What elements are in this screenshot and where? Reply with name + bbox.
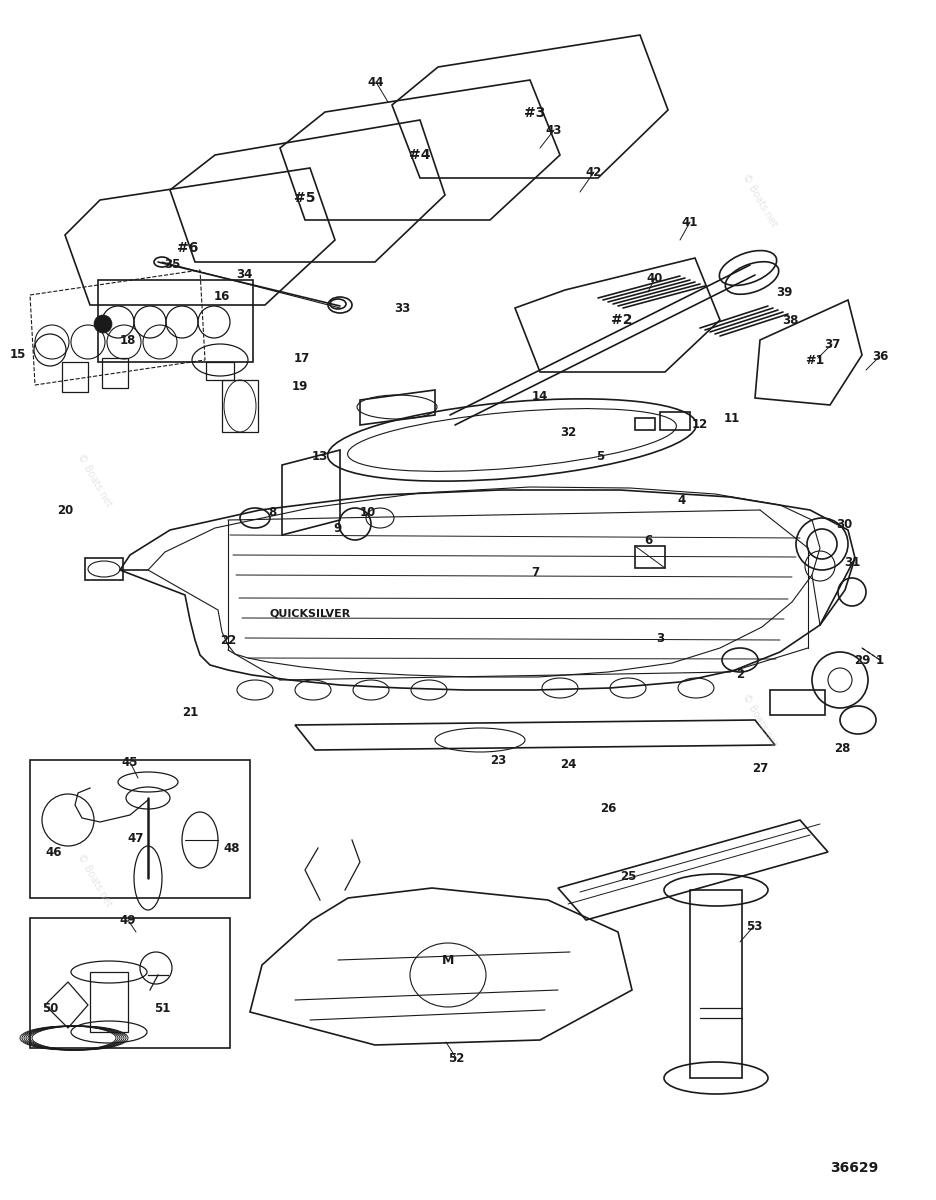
Text: #2: #2 xyxy=(611,313,633,326)
Text: #3: #3 xyxy=(524,106,546,120)
Text: 13: 13 xyxy=(312,450,329,462)
Text: 28: 28 xyxy=(834,742,850,755)
Text: 5: 5 xyxy=(596,450,604,462)
Text: 43: 43 xyxy=(546,124,563,137)
Text: #6: #6 xyxy=(177,241,198,254)
Text: 9: 9 xyxy=(334,522,343,534)
Text: 52: 52 xyxy=(447,1051,464,1064)
Text: 1: 1 xyxy=(876,654,885,666)
Text: 32: 32 xyxy=(560,426,577,438)
Text: 11: 11 xyxy=(724,412,740,425)
Text: 30: 30 xyxy=(836,517,852,530)
Bar xyxy=(770,690,825,715)
Text: 22: 22 xyxy=(220,634,236,647)
Text: 10: 10 xyxy=(359,505,376,518)
Text: 35: 35 xyxy=(164,258,181,270)
Text: 3: 3 xyxy=(656,631,664,644)
Text: 8: 8 xyxy=(268,505,276,518)
Bar xyxy=(90,972,128,1032)
Text: © Boats.net: © Boats.net xyxy=(740,172,780,228)
Text: 25: 25 xyxy=(620,870,636,882)
Bar xyxy=(222,380,258,432)
Text: 46: 46 xyxy=(46,846,63,858)
Text: 36629: 36629 xyxy=(829,1162,878,1175)
Text: 15: 15 xyxy=(9,348,26,361)
Text: 39: 39 xyxy=(776,286,792,299)
Text: 16: 16 xyxy=(213,289,230,302)
Text: 18: 18 xyxy=(120,334,136,347)
Text: 21: 21 xyxy=(182,706,198,719)
Text: 33: 33 xyxy=(394,301,410,314)
Text: 17: 17 xyxy=(294,352,310,365)
Text: 31: 31 xyxy=(844,556,860,569)
Bar xyxy=(85,558,123,580)
Bar xyxy=(62,362,88,392)
Text: 44: 44 xyxy=(368,76,385,89)
Bar xyxy=(98,280,253,362)
Bar xyxy=(30,760,250,898)
Text: 27: 27 xyxy=(752,762,768,774)
Text: 47: 47 xyxy=(128,832,144,845)
Text: © Boats.net: © Boats.net xyxy=(76,451,114,509)
Text: 41: 41 xyxy=(681,216,698,228)
Text: 49: 49 xyxy=(120,913,137,926)
Text: 24: 24 xyxy=(560,757,577,770)
Text: © Boats.net: © Boats.net xyxy=(76,852,114,908)
Text: #4: #4 xyxy=(409,148,431,162)
Text: #5: #5 xyxy=(294,191,315,205)
Text: 26: 26 xyxy=(600,802,616,815)
Bar xyxy=(660,412,690,430)
Bar xyxy=(690,890,742,1078)
Text: 48: 48 xyxy=(224,841,241,854)
Text: 34: 34 xyxy=(236,268,252,281)
Bar xyxy=(102,358,128,388)
Text: 36: 36 xyxy=(871,349,888,362)
Text: 42: 42 xyxy=(586,166,602,179)
Text: M: M xyxy=(442,954,454,966)
Text: 50: 50 xyxy=(42,1002,58,1014)
Text: 29: 29 xyxy=(854,654,870,666)
Bar xyxy=(206,362,234,380)
Text: 45: 45 xyxy=(122,756,139,768)
Text: 53: 53 xyxy=(746,919,762,932)
Text: © Boats.net: © Boats.net xyxy=(740,691,780,749)
Text: 23: 23 xyxy=(490,754,506,767)
Text: 2: 2 xyxy=(736,668,744,682)
Text: 40: 40 xyxy=(647,271,664,284)
Bar xyxy=(635,546,665,568)
Text: 38: 38 xyxy=(782,313,798,326)
Text: 4: 4 xyxy=(678,493,686,506)
Text: 37: 37 xyxy=(824,337,841,350)
Text: 14: 14 xyxy=(532,390,548,402)
Ellipse shape xyxy=(94,314,112,332)
Text: QUICKSILVER: QUICKSILVER xyxy=(270,608,351,619)
Text: 12: 12 xyxy=(692,418,709,431)
Text: 51: 51 xyxy=(154,1002,170,1014)
Bar xyxy=(635,418,655,430)
Bar xyxy=(30,918,230,1048)
Text: #1: #1 xyxy=(805,354,825,366)
Text: 7: 7 xyxy=(531,565,539,578)
Text: 20: 20 xyxy=(57,504,73,516)
Text: 19: 19 xyxy=(292,379,308,392)
Text: 6: 6 xyxy=(644,534,652,546)
